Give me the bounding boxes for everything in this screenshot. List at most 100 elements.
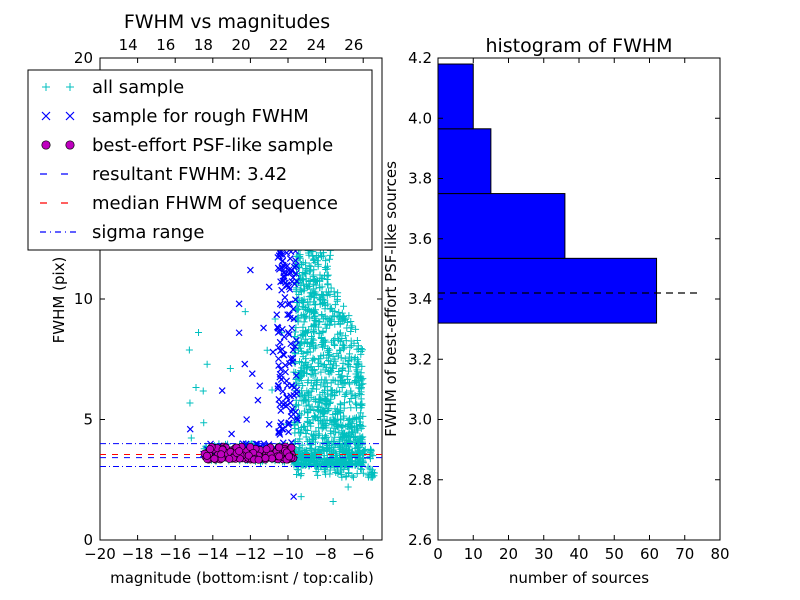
data-point-rough	[277, 365, 285, 373]
legend-label: best-effort PSF-like sample	[92, 135, 333, 156]
data-point-all	[309, 252, 317, 260]
legend-label: median FHWM of sequence	[92, 193, 338, 214]
data-point-all	[295, 429, 303, 437]
data-point-all	[327, 305, 335, 313]
data-point-all	[200, 419, 208, 427]
data-point-all	[345, 357, 353, 365]
data-point-psf	[275, 452, 284, 461]
data-point-all	[338, 434, 346, 442]
data-point-rough	[289, 354, 297, 362]
data-point-all	[318, 290, 326, 298]
data-point-all	[312, 414, 320, 422]
data-point-all	[302, 304, 310, 312]
data-point-all	[349, 415, 357, 423]
histogram-bar	[437, 193, 566, 259]
data-point-all	[309, 273, 317, 281]
right-x-tick-label: 10	[464, 545, 483, 563]
data-point-all	[336, 330, 344, 338]
left-x-axis-label: magnitude (bottom:isnt / top:calib)	[110, 569, 374, 587]
data-point-all	[338, 461, 346, 469]
data-point-all	[310, 276, 318, 284]
data-point-all	[307, 393, 315, 401]
data-point-all	[338, 384, 346, 392]
data-point-all	[336, 409, 344, 417]
data-point-all	[358, 380, 366, 388]
data-point-all	[338, 309, 346, 317]
data-point-all	[345, 350, 353, 358]
data-point-all	[337, 378, 345, 386]
data-point-all	[345, 367, 353, 375]
data-point-rough	[288, 382, 296, 389]
data-point-all	[341, 355, 349, 363]
data-point-rough	[277, 419, 285, 426]
data-point-all	[340, 414, 348, 422]
data-point-all	[331, 355, 339, 363]
data-point-all	[317, 296, 325, 304]
data-point-all	[364, 463, 372, 471]
data-point-all	[356, 421, 364, 429]
data-point-all	[333, 297, 341, 305]
data-point-all	[355, 374, 363, 382]
data-point-all	[293, 470, 301, 478]
data-point-all	[297, 311, 305, 319]
data-point-all	[331, 433, 339, 441]
data-point-all	[313, 376, 321, 384]
legend-marker	[41, 111, 51, 121]
data-point-all	[304, 459, 312, 467]
left-x-tick-label: −10	[272, 545, 304, 563]
data-point-all	[295, 443, 303, 451]
right-x-tick-label: 80	[710, 545, 729, 563]
data-point-all	[313, 406, 321, 414]
data-point-all	[313, 381, 321, 389]
data-point-all	[294, 458, 302, 466]
data-point-all	[338, 473, 346, 481]
data-point-all	[351, 378, 359, 386]
data-point-rough	[248, 370, 256, 378]
data-point-all	[300, 340, 308, 348]
data-point-all	[321, 376, 329, 384]
data-point-all	[292, 324, 300, 332]
data-point-psf	[217, 450, 225, 459]
left-x-tick-label: −16	[159, 545, 191, 563]
data-point-all	[340, 302, 348, 310]
data-point-all	[315, 430, 323, 438]
data-point-all	[350, 434, 358, 442]
data-point-rough	[289, 346, 297, 354]
data-point-rough	[218, 387, 226, 395]
data-point-all	[333, 410, 341, 418]
data-point-all	[299, 382, 307, 390]
data-point-all	[291, 425, 299, 433]
data-point-all	[335, 336, 343, 344]
data-point-all	[310, 308, 318, 316]
histogram-bar	[437, 128, 492, 195]
data-point-all	[345, 312, 353, 320]
data-point-all	[359, 375, 367, 383]
data-point-all	[335, 308, 343, 316]
data-point-all	[332, 458, 340, 466]
data-point-rough	[293, 390, 301, 398]
legend-entry: resultant FWHM: 3.42	[40, 164, 287, 185]
data-point-all	[310, 407, 318, 415]
data-point-rough	[275, 355, 282, 363]
left-y-tick-label: 10	[74, 290, 93, 308]
data-point-all	[353, 361, 361, 369]
data-point-rough	[285, 331, 293, 338]
data-point-all	[195, 328, 203, 336]
right-x-tick-label: 30	[534, 545, 553, 563]
data-point-all	[328, 364, 336, 372]
data-point-all	[333, 452, 341, 459]
data-point-all	[297, 493, 305, 501]
data-point-all	[311, 320, 319, 328]
data-point-all	[322, 324, 330, 332]
data-point-all	[341, 399, 349, 407]
data-point-all	[304, 376, 312, 384]
data-point-all	[311, 462, 319, 470]
data-point-all	[320, 452, 328, 460]
data-point-all	[331, 301, 339, 309]
data-point-rough	[292, 270, 300, 277]
data-point-all	[192, 384, 200, 392]
data-point-all	[303, 364, 311, 372]
data-point-all	[353, 345, 361, 353]
left-top-ticks: 14 16 18 20 22 24 26	[119, 36, 364, 54]
histogram-bar	[437, 257, 658, 324]
